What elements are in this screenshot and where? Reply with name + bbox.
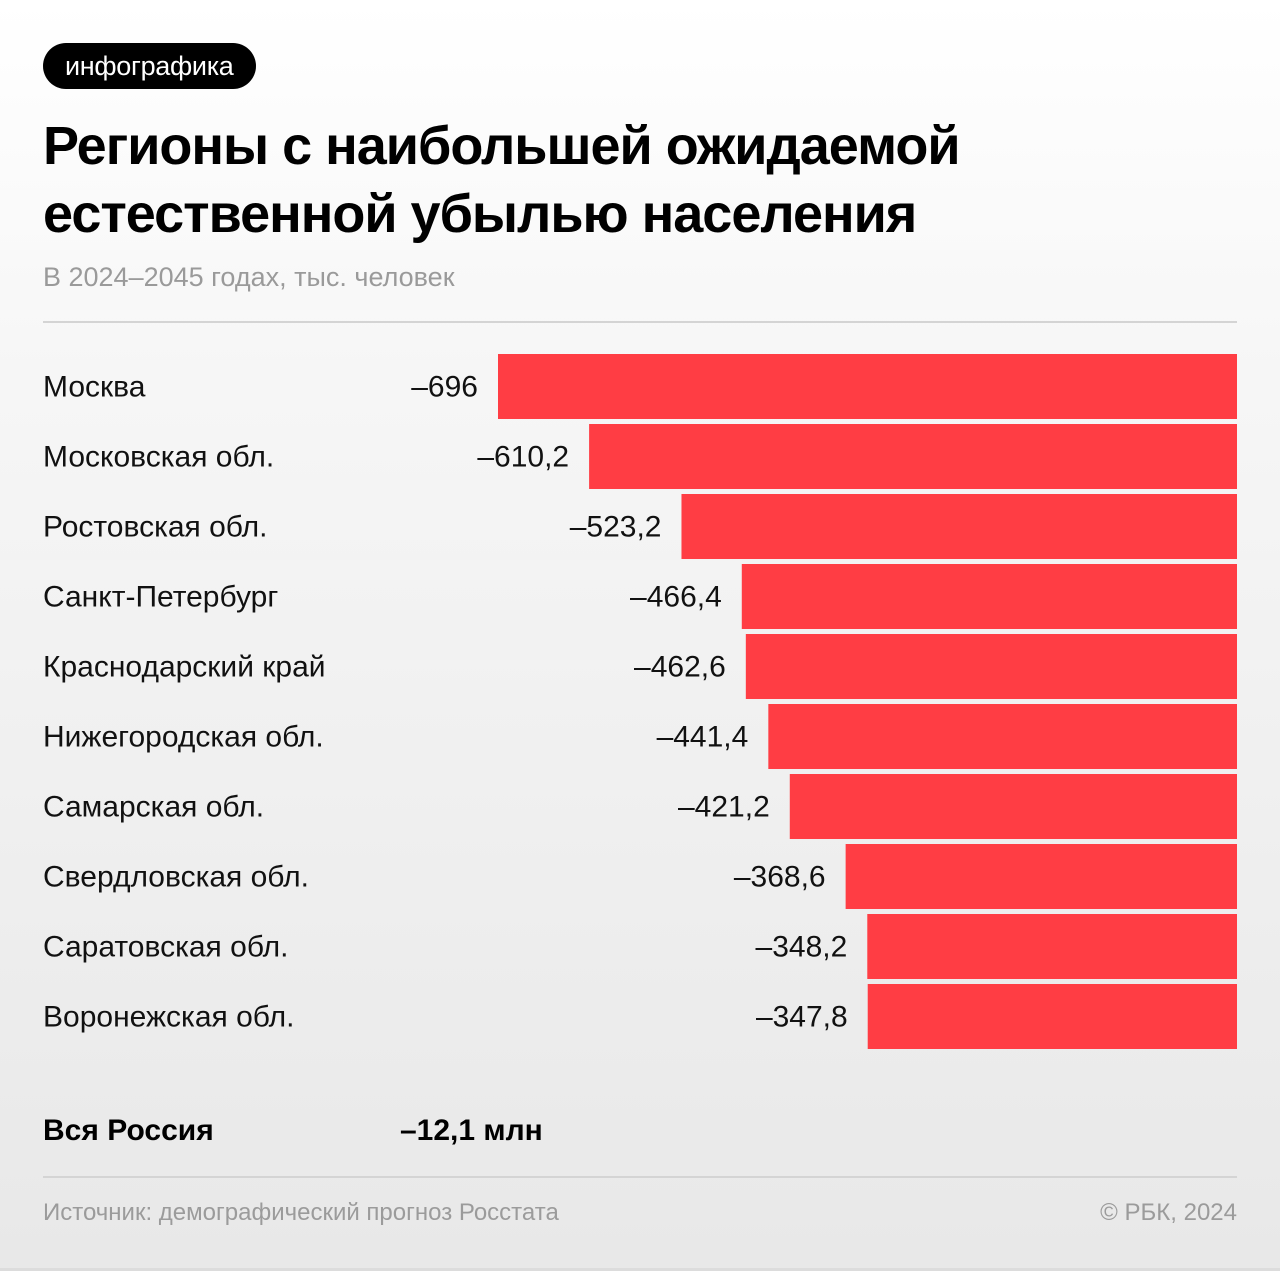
bar — [681, 494, 1237, 559]
value-label: –348,2 — [756, 931, 848, 964]
total-value: –12,1 млн — [400, 1114, 543, 1147]
source-note: Источник: демографический прогноз Росста… — [43, 1199, 559, 1226]
category-label: Саратовская обл. — [43, 931, 289, 964]
bar — [498, 354, 1237, 419]
category-label: Свердловская обл. — [43, 861, 309, 894]
category-label: Санкт-Петербург — [43, 581, 278, 614]
value-label: –368,6 — [734, 861, 826, 894]
category-label: Самарская обл. — [43, 791, 264, 824]
value-label: –462,6 — [634, 651, 726, 684]
bar — [789, 774, 1237, 839]
value-label: –421,2 — [678, 791, 770, 824]
bar — [867, 984, 1237, 1049]
chart-subtitle: В 2024–2045 годах, тыс. человек — [43, 262, 455, 292]
copyright: © РБК, 2024 — [1100, 1199, 1237, 1226]
bar — [589, 424, 1237, 489]
value-label: –696 — [411, 371, 478, 404]
category-label: Краснодарский край — [43, 651, 326, 684]
bottom-strip — [0, 1268, 1280, 1271]
category-label: Москва — [43, 371, 146, 404]
chart-title: Регионы с наибольшей ожидаемой естествен… — [43, 116, 961, 244]
category-label: Ростовская обл. — [43, 511, 267, 544]
value-label: –466,4 — [630, 581, 722, 614]
category-label: Воронежская обл. — [43, 1001, 294, 1034]
value-label: –610,2 — [477, 441, 569, 474]
category-badge: инфографика — [43, 43, 256, 89]
category-label: Московская обл. — [43, 441, 274, 474]
category-label: Нижегородская обл. — [43, 721, 324, 754]
value-label: –347,8 — [756, 1001, 848, 1034]
total-label: Вся Россия — [43, 1114, 214, 1147]
bottom-divider — [43, 1176, 1237, 1178]
bar — [768, 704, 1237, 769]
bar — [741, 564, 1237, 629]
bar — [745, 634, 1237, 699]
value-label: –523,2 — [570, 511, 662, 544]
value-label: –441,4 — [657, 721, 749, 754]
bar — [867, 914, 1237, 979]
top-divider — [43, 321, 1237, 323]
bar — [845, 844, 1237, 909]
